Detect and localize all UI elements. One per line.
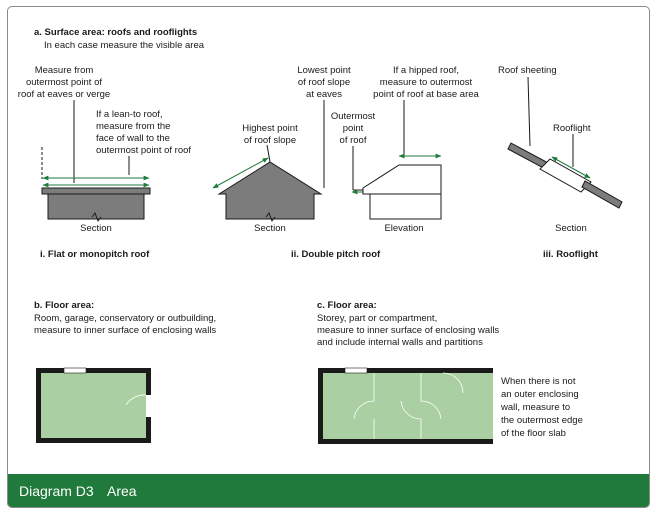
note-line: at eaves [306,89,342,100]
note-line: point [343,123,364,134]
plan-storey-c [318,367,493,444]
note-highest-point: Highest point of roof slope [242,123,298,146]
flat-roof-caption: i. Flat or monopitch roof [40,249,150,260]
section-c-line: Storey, part or compartment, [317,313,437,324]
door-swing [353,400,375,420]
section-c-side-note: When there is not an outer enclosing wal… [500,376,583,439]
note-hipped-roof: If a hipped roof, measure to outermost p… [373,65,479,100]
break-mark [265,211,276,223]
diagram-number: Diagram D3 [19,483,94,499]
note-line: measure to outermost [380,77,473,88]
footer-bar: Diagram D3 Area [8,474,649,507]
flat-roof-section-label: Section [80,223,112,234]
diagram-canvas: a. Surface area: roofs and rooflights In… [18,27,623,444]
note-line: point of roof at base area [373,89,479,100]
double-pitch-building [217,161,323,220]
note-line: of roof slope [244,135,296,146]
note-line: If a lean-to roof, [96,109,163,120]
roof-sheeting-lower [581,180,623,209]
elevation-walls [369,193,442,220]
note-lowest-point: Lowest point of roof slope at eaves [297,65,351,100]
section-a-subheading: In each case measure the visible area [44,40,205,51]
plan-room-b [36,367,151,443]
note-line: wall, measure to [500,402,570,413]
door-swing [125,394,147,406]
note-line: outermost point of roof [96,145,191,156]
note-line: If a hipped roof, [393,65,459,76]
leader-line [266,144,271,163]
double-pitch-caption: ii. Double pitch roof [291,249,381,260]
note-line: Outermost [331,111,376,122]
plan-floor [41,373,146,438]
flat-roof-note-leanto: If a lean-to roof, measure from the face… [96,109,191,156]
door-swing [442,372,464,394]
note-line: Lowest point [297,65,351,76]
door-swing [420,400,442,420]
plan-floor [323,373,493,439]
rooflight-section-label: Section [555,223,587,234]
note-line: an outer enclosing [501,389,579,400]
elevation-label: Elevation [384,223,423,234]
note-rooflight: Rooflight [553,123,591,134]
note-line: measure from the [96,121,170,132]
section-c-line: and include internal walls and partition… [317,337,483,348]
hipped-roof-outline [362,164,442,195]
note-line: Highest point [242,123,298,134]
rooflight-caption: iii. Rooflight [543,249,599,260]
window-opening [344,367,368,374]
note-line: of the floor slab [501,428,566,439]
break-mark [91,211,102,223]
note-line: face of wall to the [96,133,170,144]
section-b-line: Room, garage, conservatory or outbuildin… [34,313,216,324]
note-roof-sheeting: Roof sheeting [498,65,557,76]
note-line: the outermost edge [501,415,583,426]
door-opening [146,395,151,417]
diagram-frame: a. Surface area: roofs and rooflights In… [7,6,650,508]
note-line: of roof [340,135,367,146]
note-line: roof at eaves or verge [18,89,110,100]
note-line: of roof slope [298,77,350,88]
door-swing [400,400,422,420]
leader-line [527,76,531,147]
section-c-heading: c. Floor area: [317,300,377,311]
note-line: outermost point of [26,77,102,88]
section-b-line: measure to inner surface of enclosing wa… [34,325,216,336]
measure-arrow-slope [212,157,269,189]
flat-roof-note-top: Measure from outermost point of roof at … [18,65,110,100]
section-c-line: measure to inner surface of enclosing wa… [317,325,499,336]
note-outermost-point: Outermost point of roof [331,111,376,146]
note-line: Measure from [35,65,94,76]
section-a-heading: a. Surface area: roofs and rooflights [34,27,197,38]
double-pitch-section-label: Section [254,223,286,234]
diagram-title: Area [107,483,137,499]
measure-arrow-rooflight [551,156,591,179]
section-b-heading: b. Floor area: [34,300,94,311]
window-opening [63,367,87,374]
note-line: When there is not [501,376,576,387]
flat-roof-slab [41,187,151,195]
